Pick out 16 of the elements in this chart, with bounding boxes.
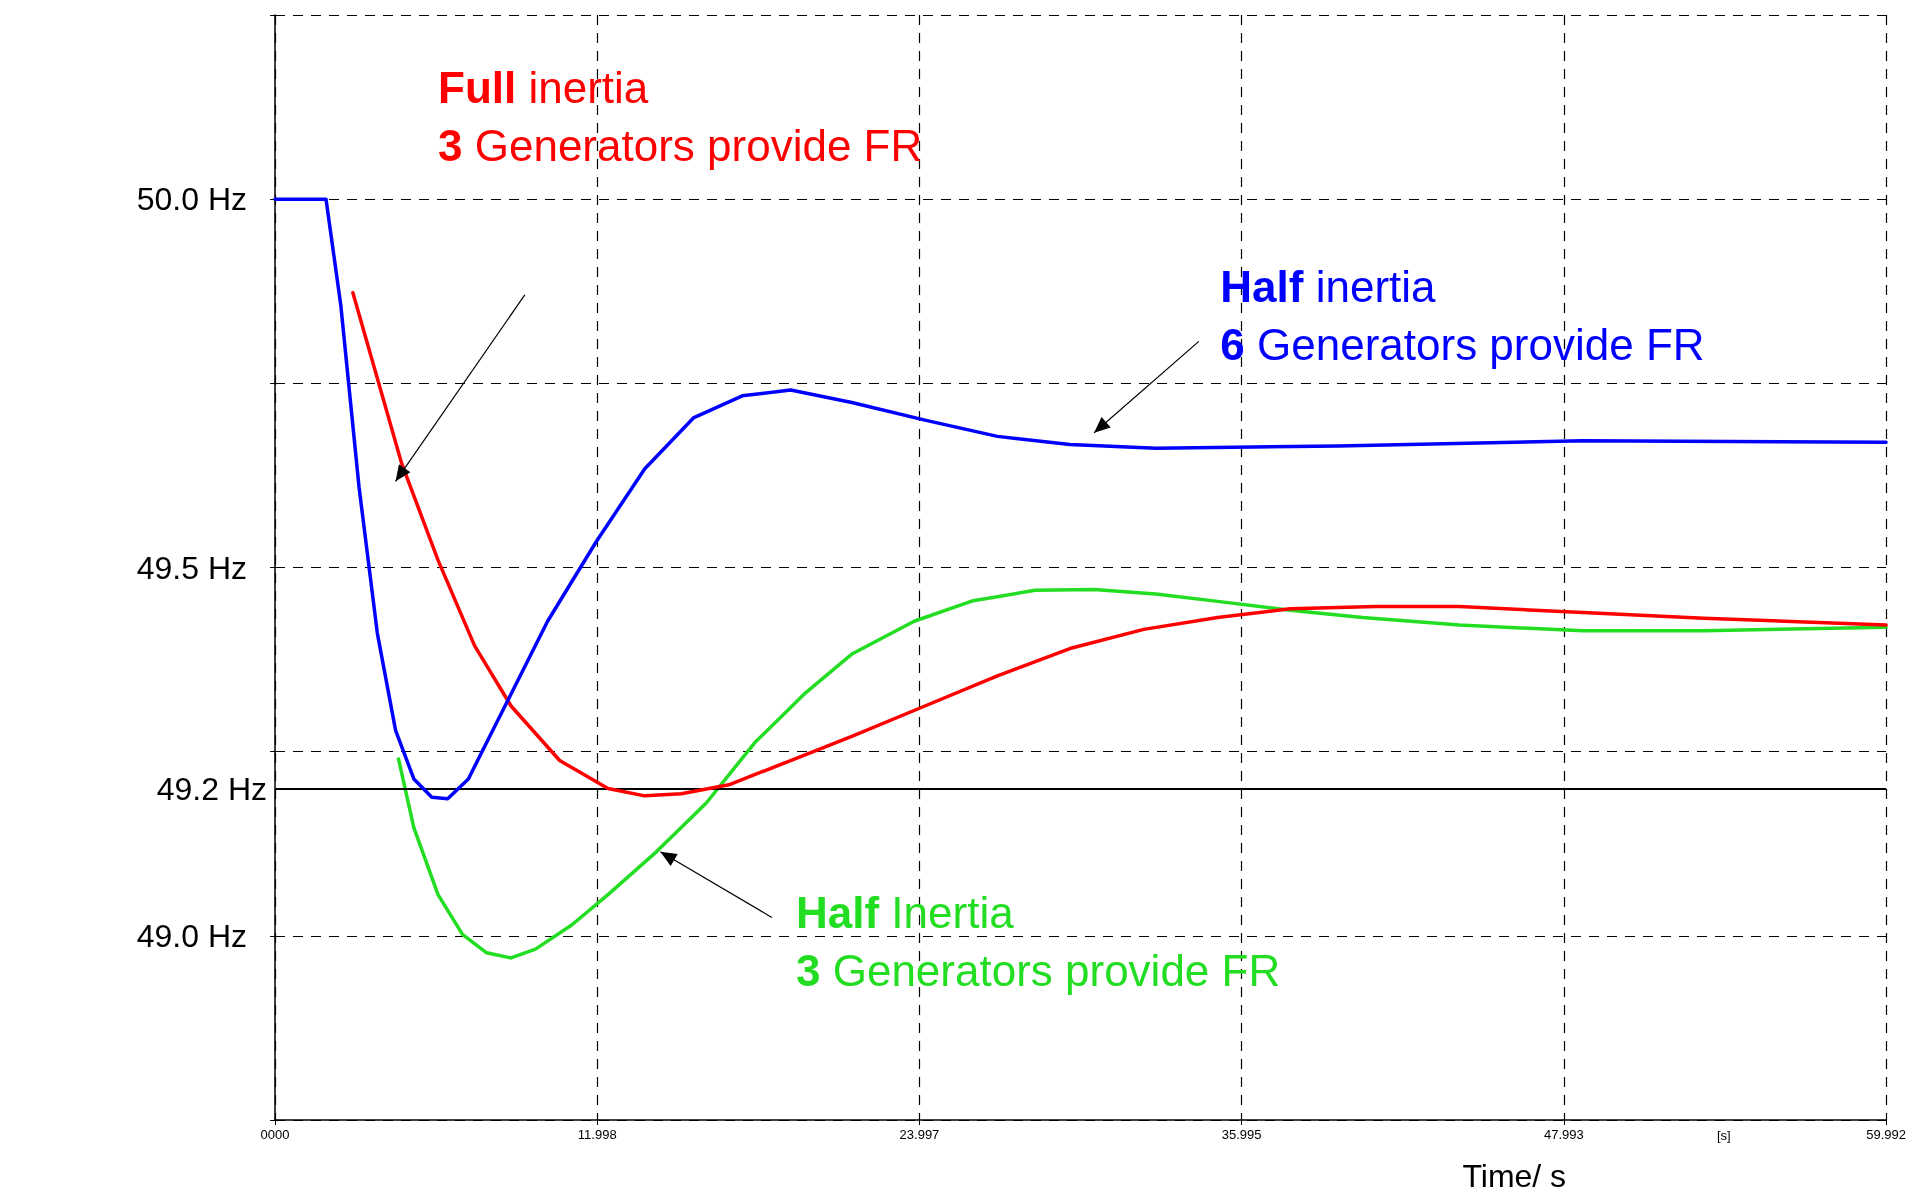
text: [s] <box>1717 1128 1731 1143</box>
x-tick-label: 23.997 <box>899 1127 940 1142</box>
line-series <box>273 197 1888 801</box>
x-tick-label: 47.993 <box>1544 1127 1584 1142</box>
x-tick-label: 35.995 <box>1221 1127 1262 1142</box>
x-axis-title: Time/ s <box>1462 1158 1567 1194</box>
y-tick-label: 49.0 Hz <box>136 917 247 954</box>
x-tick-label: 0000 <box>260 1127 290 1142</box>
x-tick-label: 11.998 <box>577 1127 617 1142</box>
x-tick-label: 59.992 <box>1866 1127 1906 1142</box>
ref-line-label: 49.2 Hz <box>156 770 267 807</box>
text: Half inertia 6 Generators provide FR <box>1220 262 1705 370</box>
text: Half Inertia 3 Generators provide FR <box>796 888 1281 996</box>
y-tick-label: 50.0 Hz <box>136 181 247 218</box>
text: Full inertia 3 Generators provide FR <box>438 63 923 171</box>
y-tick-label: 49.5 Hz <box>136 549 247 586</box>
